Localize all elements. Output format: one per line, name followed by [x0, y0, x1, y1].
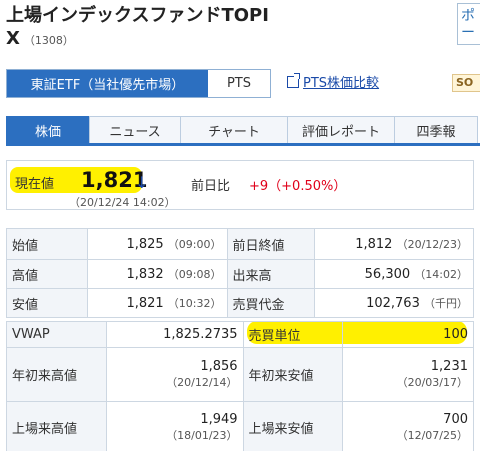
tab-pts[interactable]: PTS [208, 70, 270, 97]
table-row: 安値 1,821 （10:32） 売買代金 102,763 （千円） [6, 288, 474, 318]
ytd-low-value: 1,231 （20/03/17） [342, 347, 474, 402]
portfolio-add-button[interactable]: ポ ー [457, 3, 480, 45]
turnover-value: 102,763 （千円） [314, 288, 474, 318]
volume-value: 56,300 （14:02） [314, 259, 474, 289]
current-price-value: 1,821 [81, 168, 148, 192]
trading-unit-label: 売買単位 [242, 321, 344, 348]
external-window-icon [287, 72, 300, 88]
change-label: 前日比 [191, 179, 231, 194]
open-value: 1,825 （09:00） [86, 228, 228, 260]
all-time-high-value: 1,949 （18/01/23） [105, 401, 244, 451]
high-label: 高値 [6, 259, 88, 289]
pts-compare-link[interactable]: PTS株価比較 [287, 72, 379, 91]
highlight-marker [10, 167, 142, 193]
current-price-time: （20/12/24 14:02） [69, 196, 176, 209]
ytd-high-label: 年初来高値 [6, 347, 107, 402]
all-time-low-value: 700 （12/07/25） [342, 401, 474, 451]
open-label: 始値 [6, 228, 88, 260]
vwap-label: VWAP [6, 321, 107, 348]
volume-label: 出来高 [226, 259, 316, 289]
so-badge[interactable]: SO [452, 74, 480, 92]
low-value: 1,821 （10:32） [86, 288, 228, 318]
tab-stock-price[interactable]: 株価 [6, 116, 90, 143]
page-title: 上場インデックスファンドTOPI X （1308） [6, 4, 451, 52]
vwap-value: 1,825.2735 [105, 321, 244, 348]
quote-table: 始値 1,825 （09:00） 前日終値 1,812 （20/12/23） 高… [6, 228, 474, 318]
turnover-label: 売買代金 [226, 288, 316, 318]
prev-close-label: 前日終値 [226, 228, 316, 260]
trading-unit-value: 100 [342, 321, 474, 348]
ytd-low-label: 年初来安値 [242, 347, 344, 402]
fund-name: 上場インデックスファンドTOPI [6, 5, 269, 26]
tab-chart[interactable]: チャート [180, 116, 288, 143]
market-tabs: 東証ETF（当社優先市場） PTS [6, 69, 271, 98]
tab-news[interactable]: ニュース [89, 116, 181, 143]
current-price-panel: 現在値 1,821 ↓ （20/12/24 14:02） 前日比 +9（+0.5… [6, 160, 474, 210]
down-arrow-icon: ↓ [135, 173, 149, 192]
change-value: +9（+0.50%） [249, 179, 347, 194]
security-code: （1308） [23, 34, 74, 47]
info-nav-tabs: 株価 ニュース チャート 評価レポート 四季報 [6, 116, 480, 146]
stats-table: VWAP 1,825.2735 売買単位 100 年初来高値 1,856 （20/… [6, 321, 474, 451]
table-row: 高値 1,832 （09:08） 出来高 56,300 （14:02） [6, 259, 474, 289]
current-price-label: 現在値 [15, 177, 55, 192]
prev-close-value: 1,812 （20/12/23） [314, 228, 474, 260]
table-row: VWAP 1,825.2735 売買単位 100 [6, 321, 474, 348]
fund-name-line2: X [6, 28, 20, 49]
all-time-high-label: 上場来高値 [6, 401, 107, 451]
portfolio-add-label: ポ ー [461, 8, 475, 41]
tab-tse-etf[interactable]: 東証ETF（当社優先市場） [7, 70, 208, 97]
table-row: 始値 1,825 （09:00） 前日終値 1,812 （20/12/23） [6, 228, 474, 260]
ytd-high-value: 1,856 （20/12/14） [105, 347, 244, 402]
table-row: 上場来高値 1,949 （18/01/23） 上場来安値 700 （12/07/25… [6, 401, 474, 451]
low-label: 安値 [6, 288, 88, 318]
pts-compare-label: PTS株価比較 [303, 76, 380, 91]
high-value: 1,832 （09:08） [86, 259, 228, 289]
tab-rating-report[interactable]: 評価レポート [287, 116, 395, 143]
all-time-low-label: 上場来安値 [242, 401, 344, 451]
tab-shikiho[interactable]: 四季報 [394, 116, 478, 143]
table-row: 年初来高値 1,856 （20/12/14） 年初来安値 1,231 （20/03/… [6, 347, 474, 402]
